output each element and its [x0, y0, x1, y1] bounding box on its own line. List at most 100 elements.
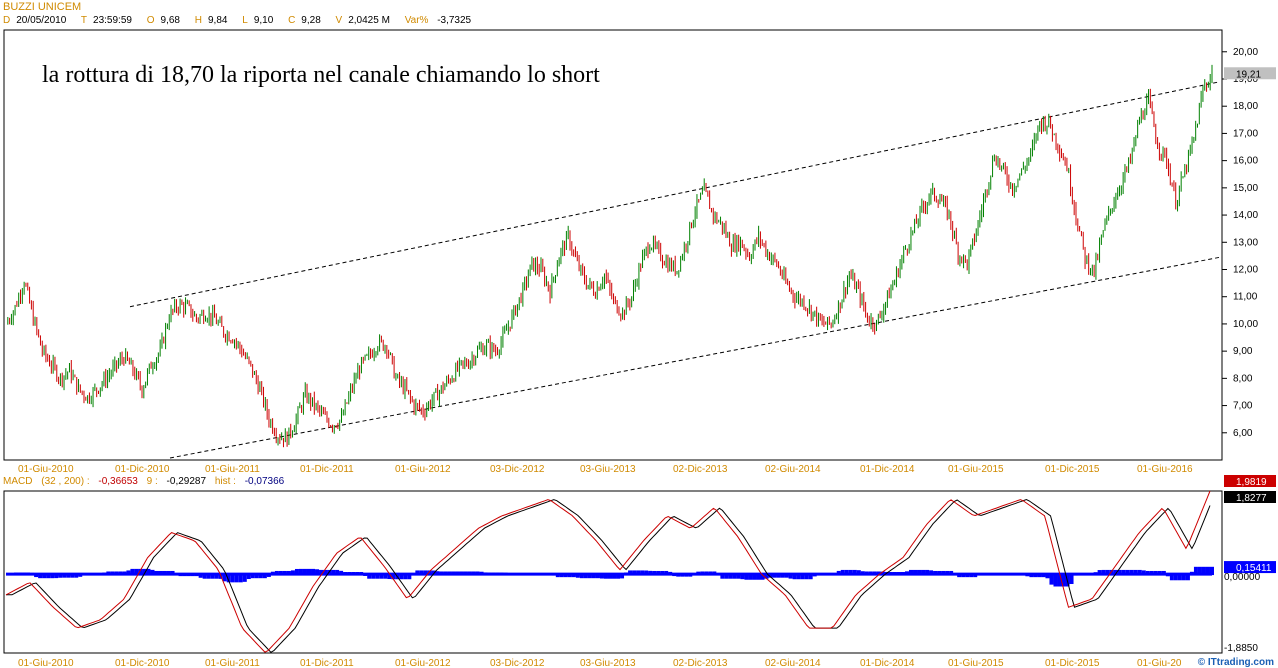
macd-hist-bar	[1117, 569, 1122, 576]
macd-hist-bar	[1129, 569, 1134, 576]
macd-hist-bar	[973, 574, 978, 578]
macd-hist-bar	[1210, 566, 1214, 576]
macd-hist-bar	[302, 568, 307, 576]
macd-hist-bar	[788, 574, 793, 579]
open-value: 9,68	[160, 15, 180, 26]
price-channel	[129, 81, 1221, 459]
price-y-tick-label: 8,00	[1233, 373, 1253, 384]
hist-label: hist :	[214, 476, 236, 487]
price-y-tick-label: 7,00	[1233, 401, 1253, 412]
macd-hist-bar	[206, 574, 211, 579]
macd-hist-bar	[1173, 574, 1178, 581]
macd-hist-bar	[917, 569, 922, 576]
signal-value: -0,29287	[166, 476, 207, 487]
signal-value-tag-bg	[1224, 491, 1276, 503]
macd-hist-bar	[1137, 569, 1142, 576]
channel-upper-line	[129, 81, 1221, 308]
macd-hist-bar	[957, 574, 962, 578]
macd-hist-bar	[134, 568, 139, 576]
macd-hist-bar	[792, 574, 797, 580]
macd-hist-bar	[1121, 569, 1126, 576]
macd-hist-bar	[764, 574, 769, 579]
macd-lines	[5, 490, 1211, 653]
channel-lower-line	[169, 256, 1221, 459]
price-y-tick-label: 12,00	[1233, 264, 1258, 275]
price-y-tick-label: 13,00	[1233, 237, 1258, 248]
macd-hist-bar	[925, 569, 930, 576]
volume-label: V	[335, 15, 343, 26]
price-y-tick-label: 11,00	[1233, 292, 1258, 303]
macd-hist-bar	[315, 569, 320, 576]
macd-hist-bar	[246, 574, 251, 580]
macd-hist-bar	[230, 574, 235, 583]
time-label: T	[80, 15, 88, 26]
macd-hist-bar	[1193, 566, 1198, 576]
macd-hist-bar	[1037, 574, 1042, 578]
macd-hist-bar	[50, 574, 55, 579]
macd-hist-bar	[1057, 574, 1062, 587]
macd-hist-bar	[138, 568, 143, 576]
macd-hist-bar	[740, 574, 745, 580]
date-label: D	[3, 15, 11, 26]
macd-hist-bar	[595, 574, 600, 579]
varpct-value: -3,7325	[437, 15, 472, 26]
macd-hist-bar	[965, 574, 970, 578]
macd-hist-bar	[612, 574, 617, 579]
price-x-tick-label: 03-Giu-2013	[580, 464, 636, 475]
macd-hist-bar	[319, 569, 324, 576]
macd-hist-bar	[1201, 566, 1206, 576]
macd-hist-bar	[559, 574, 564, 578]
macd-hist-bar	[563, 574, 568, 578]
macd-hist-bar	[969, 574, 974, 578]
macd-histogram	[6, 566, 1214, 587]
macd-hist-bar	[403, 574, 408, 580]
macd-hist-bar	[66, 574, 71, 578]
macd-x-tick-label: 01-Giu-2011	[205, 658, 260, 668]
macd-hist-bar	[1049, 574, 1054, 585]
macd-hist-bar	[728, 574, 733, 579]
price-x-tick-label: 02-Dic-2013	[673, 464, 728, 475]
macd-hist-bar	[70, 574, 75, 578]
macd-hist-bar	[1045, 574, 1050, 579]
macd-x-tick-label: 01-Dic-2014	[860, 658, 915, 668]
macd-hist-bar	[1133, 569, 1138, 576]
macd-hist-bar	[375, 574, 380, 579]
macd-hist-bar	[130, 568, 135, 576]
macd-hist-bar	[323, 569, 328, 576]
hist-value-tag-bg	[1224, 561, 1276, 574]
macd-hist-bar	[567, 574, 572, 578]
macd-hist-bar	[579, 574, 584, 579]
macd-line	[5, 490, 1211, 653]
macd-hist-bar	[784, 574, 789, 578]
macd-hist-bar	[307, 568, 311, 576]
signal-line	[6, 498, 1211, 653]
macd-hist-bar	[575, 574, 580, 578]
last-price-tag-bg	[1224, 67, 1276, 80]
macd-hist-bar	[772, 574, 777, 578]
price-x-tick-label: 01-Dic-2014	[860, 464, 915, 475]
price-x-tick-label: 02-Giu-2014	[765, 464, 821, 475]
ohlc-header: D 20/05/2010 T 23:59:59 O 9,68 H 9,84 L 9,10 …	[3, 15, 483, 26]
macd-hist-bar	[1105, 569, 1110, 576]
price-y-tick-label: 14,00	[1233, 210, 1258, 221]
macd-hist-bar	[776, 574, 781, 578]
price-candles	[7, 64, 1213, 448]
macd-x-axis: 01-Giu-2010 01-Dic-2010 01-Giu-2011 01-Dic-…	[18, 658, 1182, 668]
macd-x-tick-label: 02-Dic-2013	[673, 658, 728, 668]
footer-credit: © ITtrading.com	[1197, 657, 1274, 668]
macd-hist-bar	[234, 574, 239, 583]
chart-title: BUZZI UNICEM	[3, 1, 82, 13]
macd-hist-bar	[335, 569, 340, 576]
macd-hist-bar	[744, 574, 749, 580]
macd-hist-bar	[222, 574, 227, 582]
macd-hist-bar	[379, 574, 384, 579]
price-y-tick-label: 15,00	[1233, 183, 1258, 194]
macd-x-tick-label: 01-Dic-2015	[1045, 658, 1100, 668]
hist-value-tag: 0,15411	[1236, 563, 1272, 574]
macd-hist-bar	[142, 568, 147, 576]
open-label: O	[146, 15, 155, 26]
macd-hist-bar	[852, 569, 857, 576]
macd-bottom-label: -1,8850	[1224, 643, 1258, 654]
time-value: 23:59:59	[93, 15, 132, 26]
